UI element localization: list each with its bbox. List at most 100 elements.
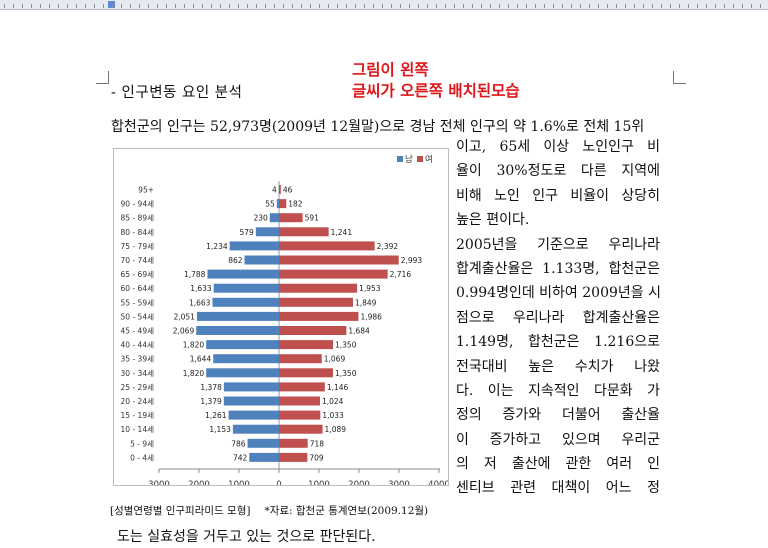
ruler-tick [490,4,491,8]
ruler-tick [688,4,689,8]
side-text-line: 합계출산율은 1.133명, 합천군은 [456,260,660,277]
ruler-tick [301,4,302,8]
caption-title: [성별연령별 인구피라미드 모형] [110,505,251,517]
ruler-tick [76,4,77,8]
bar-female [279,410,321,420]
value-label-female: 1,089 [325,425,347,434]
margin-corner-right [673,71,686,84]
value-label-female: 1,033 [322,411,344,420]
value-label-male: 1,379 [200,397,222,406]
bar-male [223,382,279,392]
age-label: 75 - 79세 [121,242,155,251]
ruler-tick [382,4,383,8]
value-label-male: 4 [272,186,277,195]
ruler-tick [337,4,338,8]
age-label: 90 - 94세 [121,200,155,209]
ruler-tick [58,4,59,8]
age-label: 85 - 89세 [121,214,155,223]
ruler-tick [193,4,194,8]
bar-female [279,354,322,364]
value-label-male: 55 [265,200,275,209]
ruler-tick [157,4,158,8]
ruler-tick [49,4,50,8]
ruler-tick [760,4,761,8]
ruler-tick [148,4,149,8]
ruler-tick [391,4,392,8]
bar-female [279,213,303,223]
age-label: 60 - 64세 [121,284,155,293]
ruler-tick [661,4,662,8]
ruler-tick [472,4,473,8]
bar-female [279,241,375,251]
ruler-tick [283,4,284,8]
value-label-female: 709 [309,453,324,462]
ruler-tick [274,4,275,8]
ruler-tick [463,4,464,8]
bar-female [279,396,320,406]
age-label: 25 - 29세 [121,383,155,392]
ruler-tick [580,4,581,8]
section-heading: - 인구변동 요인 분석 [111,85,243,101]
value-label-female: 591 [305,214,320,223]
ruler-tick [166,4,167,8]
bar-male [249,452,279,462]
ruler-tick [445,4,446,8]
ruler-tick [427,4,428,8]
indent-marker[interactable] [108,1,115,8]
ruler-tick [706,4,707,8]
side-text-line: 높은 편이다. [456,212,530,229]
editor-note-line: 그림이 왼쪽 [352,61,429,79]
bar-male [213,354,279,364]
ruler-tick [616,4,617,8]
ruler-tick [589,4,590,8]
value-label-female: 1,986 [360,312,382,321]
value-label-female: 46 [283,186,293,195]
ruler-tick [544,4,545,8]
bar-male [196,326,279,335]
x-tick-label: 1000 [308,480,330,485]
side-text-line: 점으로 우리나라 합계출산율은 [456,309,660,326]
ruler-tick [625,4,626,8]
value-label-male: 230 [253,214,268,223]
ruler-tick [409,4,410,8]
ruler-tick [670,4,671,8]
value-label-male: 1,153 [209,425,231,434]
ruler-tick [562,4,563,8]
value-label-male: 2,069 [173,327,195,336]
bar-female [279,452,308,462]
value-label-female: 1,953 [359,284,381,293]
ruler-tick [508,4,509,8]
x-tick-label: 3000 [388,480,410,485]
value-label-male: 1,234 [206,242,228,251]
bar-male [269,213,279,223]
x-tick-label: 0 [276,480,281,485]
value-label-female: 1,350 [335,341,357,350]
ruler-tick [643,4,644,8]
age-label: 40 - 44세 [121,341,155,350]
value-label-female: 2,716 [390,270,412,279]
ruler-tick [499,4,500,8]
value-label-male: 2,051 [173,312,195,321]
ruler-tick [535,4,536,8]
ruler-tick [211,4,212,8]
bar-male [229,241,279,251]
horizontal-ruler[interactable] [0,0,768,10]
value-label-female: 2,993 [401,256,423,265]
value-label-female: 2,392 [377,242,399,251]
ruler-tick [202,4,203,8]
value-label-female: 1,350 [335,369,357,378]
paragraph-top: 합천군의 인구는 52,973명(2009년 12월말)으로 경남 전체 인구의… [111,119,645,135]
ruler-tick [481,4,482,8]
bar-male [232,424,279,434]
value-label-female: 1,024 [322,397,344,406]
bar-female [279,269,388,279]
side-text-block: 이고, 65세 이상 노인인구 비 율이 30%정도로 다른 지역에 비해 노인 인… [456,135,661,501]
side-text-line: 전국대비 높은 수치가 나왔 [456,358,660,375]
population-pyramid-chart: 3000 2000 1000 0 1000 2000 3000 4000 95+ 4 46 90 - … [113,148,450,490]
age-label: 70 - 74세 [121,256,155,265]
bar-male [223,396,279,406]
value-label-female: 718 [310,439,325,448]
age-label: 0 - 4세 [130,453,154,462]
ruler-tick [571,4,572,8]
value-label-male: 742 [233,453,248,462]
